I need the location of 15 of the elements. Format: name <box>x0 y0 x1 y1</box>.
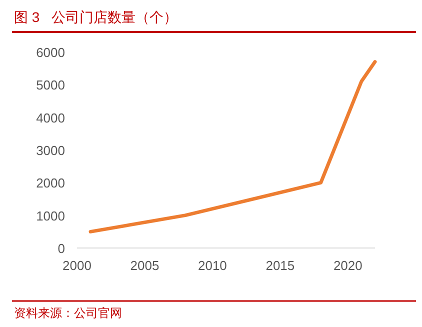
x-tick-label: 2010 <box>198 258 227 273</box>
x-tick-label: 2015 <box>266 258 295 273</box>
annotation: 资料来源：公司官网 <box>14 306 122 320</box>
y-tick-label: 2000 <box>36 176 65 191</box>
y-tick-label: 6000 <box>36 45 65 60</box>
x-tick-label: 2020 <box>333 258 362 273</box>
y-tick-label: 5000 <box>36 78 65 93</box>
x-tick-label: 2005 <box>130 258 160 273</box>
y-tick-label: 4000 <box>36 110 65 126</box>
title: 图 3 公司门店数量（个） <box>14 9 178 25</box>
y-tick-label: 1000 <box>36 208 65 224</box>
x-tick-label: 2000 <box>62 258 92 273</box>
y-tick-label: 0 <box>58 241 65 256</box>
line-series <box>88 60 377 234</box>
y-tick-label: 3000 <box>36 143 65 158</box>
